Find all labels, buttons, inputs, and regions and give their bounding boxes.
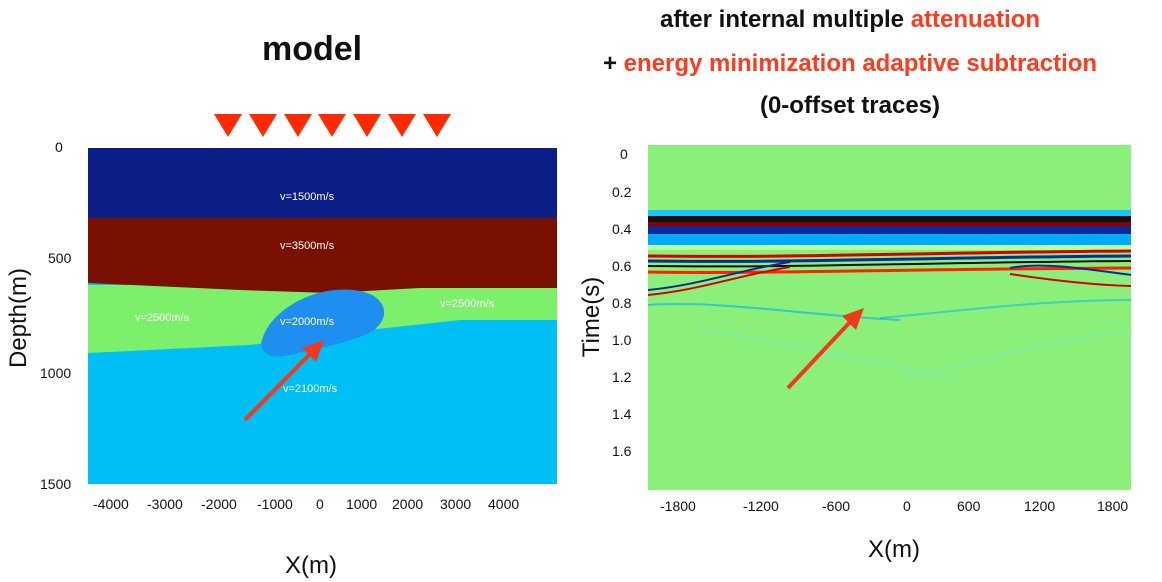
seismic-section xyxy=(647,145,1132,490)
layer-label-2500-left: v=2500m/s xyxy=(135,312,190,324)
right-title-line3: (0-offset traces) xyxy=(759,92,941,119)
right-x-tick: -1800 xyxy=(660,498,696,514)
right-title-line1-prefix: after internal multiple xyxy=(659,6,911,33)
right-y-tick: 0.8 xyxy=(612,295,632,311)
source-marker xyxy=(214,114,242,137)
source-marker xyxy=(249,114,277,137)
right-x-tick: -1200 xyxy=(743,498,779,514)
right-title-line1: after internal multiple attenuation xyxy=(600,6,1100,34)
right-y-tick: 1.0 xyxy=(612,332,632,348)
right-y-tick: 1.6 xyxy=(612,443,632,459)
right-y-axis-label: Time(s) xyxy=(578,276,605,358)
left-x-tick: -4000 xyxy=(93,496,129,512)
left-y-tick: 0 xyxy=(55,139,63,155)
layer-3500 xyxy=(88,218,557,293)
right-x-tick: 1200 xyxy=(1024,498,1056,514)
left-arrow xyxy=(243,340,324,422)
layer-label-2500-right: v=2500m/s xyxy=(440,298,495,310)
layer-1500 xyxy=(88,148,557,218)
layer-label-2100: v=2100m/s xyxy=(283,383,338,395)
left-y-axis-label: Depth(m) xyxy=(5,267,32,369)
right-x-tick: 1800 xyxy=(1097,498,1129,514)
left-x-tick: -3000 xyxy=(147,496,183,512)
right-x-tick: -600 xyxy=(822,498,851,514)
left-x-tick: 2000 xyxy=(392,496,424,512)
right-title-line2: + energy minimization adaptive subtracti… xyxy=(540,50,1160,78)
source-marker xyxy=(353,114,381,137)
left-x-tick: 4000 xyxy=(488,496,520,512)
right-y-tick: 0.2 xyxy=(612,184,632,200)
left-x-tick: -1000 xyxy=(257,496,293,512)
right-title-line1-highlight: attenuation xyxy=(910,6,1041,33)
source-marker xyxy=(423,114,451,137)
left-x-tick: 3000 xyxy=(440,496,472,512)
model-title: model xyxy=(262,30,363,68)
left-x-axis-label: X(m) xyxy=(285,552,337,579)
source-markers xyxy=(214,114,451,137)
source-marker xyxy=(284,114,312,137)
right-title-line2-highlight: energy minimization adaptive subtraction xyxy=(623,50,1098,77)
right-x-tick: 600 xyxy=(957,498,981,514)
layer-label-3500: v=3500m/s xyxy=(280,240,335,252)
layer-label-2000: v=2000m/s xyxy=(280,316,335,328)
right-x-axis-label: X(m) xyxy=(868,536,920,563)
layer-label-1500: v=1500m/s xyxy=(280,191,335,203)
right-x-tick: 0 xyxy=(903,498,911,514)
source-marker xyxy=(388,114,416,137)
left-x-tick: -2000 xyxy=(201,496,237,512)
right-arrow xyxy=(786,308,864,390)
left-y-tick: 1500 xyxy=(40,476,72,492)
left-x-tick: 1000 xyxy=(346,496,378,512)
right-y-tick: 1.4 xyxy=(612,406,632,422)
left-y-tick: 1000 xyxy=(40,365,72,381)
right-title-line2-prefix: + xyxy=(602,50,624,77)
left-x-tick: 0 xyxy=(316,496,324,512)
layer-2000-body xyxy=(261,289,385,357)
right-y-tick: 0.6 xyxy=(612,258,632,274)
left-y-tick: 500 xyxy=(48,250,72,266)
right-y-tick: 1.2 xyxy=(612,369,632,385)
right-y-tick: 0 xyxy=(620,146,628,162)
right-y-tick: 0.4 xyxy=(612,221,632,237)
source-marker xyxy=(318,114,346,137)
